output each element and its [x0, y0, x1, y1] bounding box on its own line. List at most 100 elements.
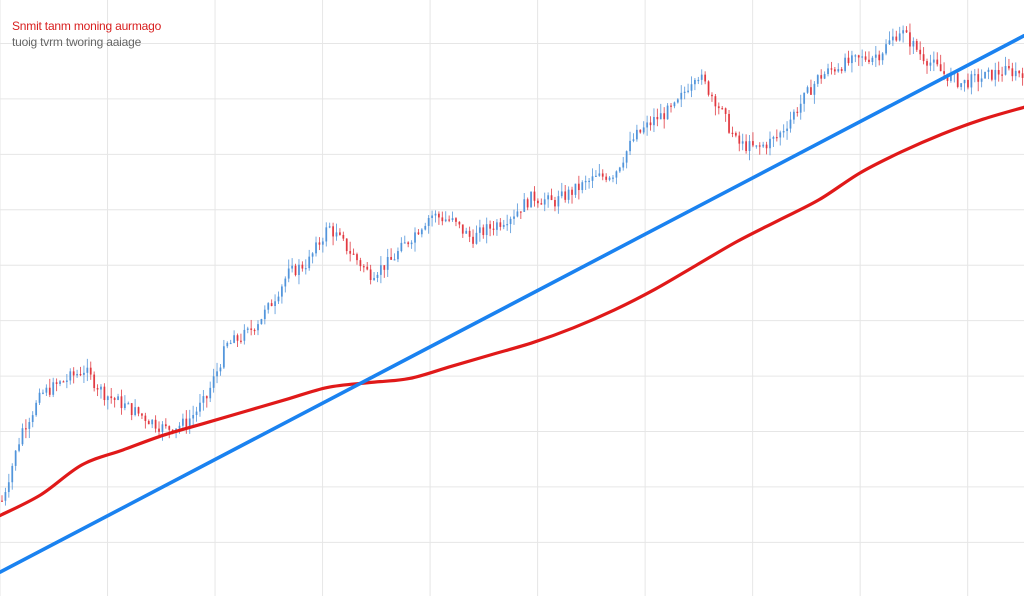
- candle-body: [973, 74, 976, 76]
- candle-body: [844, 57, 846, 71]
- candle-body: [717, 106, 720, 109]
- candle-body: [943, 71, 945, 74]
- candle-body: [485, 224, 488, 236]
- candle-body: [574, 183, 577, 195]
- candle-body: [420, 229, 423, 235]
- candle-body: [263, 309, 266, 320]
- candle-body: [280, 286, 283, 297]
- candle-body: [728, 113, 730, 133]
- candle-body: [554, 200, 556, 207]
- candle-body: [676, 99, 679, 103]
- candle-body: [963, 79, 966, 84]
- candle-body: [93, 374, 96, 389]
- candle-body: [86, 367, 89, 373]
- candle-body: [219, 367, 222, 372]
- candle-body: [35, 402, 38, 416]
- candle-body: [1021, 73, 1024, 78]
- candle-body: [110, 396, 113, 399]
- candle-body: [277, 296, 280, 302]
- candle-body: [202, 396, 205, 403]
- candle-body: [21, 428, 24, 445]
- candle-body: [465, 230, 468, 234]
- candle-body: [639, 129, 642, 133]
- candle-body: [990, 69, 993, 80]
- candle-body: [851, 55, 853, 64]
- candle-body: [523, 199, 526, 212]
- candle-body: [584, 180, 587, 183]
- candle-body: [608, 177, 611, 180]
- candle-body: [618, 167, 621, 172]
- candle-body: [700, 74, 703, 80]
- candle-body: [236, 335, 239, 341]
- candle-body: [100, 386, 102, 390]
- candle-body: [376, 274, 379, 278]
- candle-body: [451, 218, 454, 221]
- candle-body: [301, 264, 304, 269]
- candle-body: [513, 216, 515, 219]
- candle-body: [782, 131, 785, 133]
- candle-body: [59, 381, 61, 384]
- candle-body: [240, 340, 242, 342]
- candle-body: [79, 373, 82, 376]
- legend: Snmit tanm moning aurmago tuoig tvrm two…: [12, 18, 161, 50]
- candle-body: [571, 189, 573, 195]
- candle-body: [229, 342, 232, 345]
- candle-body: [506, 224, 509, 226]
- candle-body: [311, 253, 314, 257]
- candle-body: [629, 140, 631, 152]
- candle-body: [922, 54, 925, 62]
- candle-body: [509, 218, 512, 225]
- candle-body: [18, 444, 20, 451]
- candle-body: [519, 211, 522, 213]
- candle-body: [441, 217, 444, 222]
- series-line-long-ma: [0, 33, 1024, 574]
- candle-body: [994, 69, 997, 80]
- candle-body: [816, 75, 819, 84]
- candle-body: [820, 75, 823, 79]
- candle-body: [270, 303, 273, 307]
- candle-body: [14, 450, 17, 466]
- series-line-short-ma: [0, 105, 1024, 518]
- candle-body: [755, 145, 758, 147]
- candle-body: [581, 182, 584, 191]
- candle-body: [195, 411, 198, 416]
- candle-body: [871, 57, 874, 62]
- candle-body: [847, 57, 850, 64]
- candle-body: [448, 219, 451, 221]
- candle-body: [868, 59, 870, 62]
- candle-body: [209, 387, 212, 399]
- candle-body: [65, 380, 68, 382]
- candle-body: [356, 254, 358, 261]
- candle-body: [919, 49, 922, 55]
- candle-body: [216, 371, 218, 377]
- candle-body: [762, 144, 765, 147]
- candle-body: [898, 33, 901, 41]
- candle-body: [222, 346, 225, 368]
- candle-body: [1008, 66, 1010, 69]
- candle-body: [547, 195, 550, 200]
- candle-body: [185, 418, 188, 428]
- candle-body: [321, 241, 324, 245]
- candle-body: [543, 199, 546, 205]
- candle-body: [598, 173, 601, 176]
- candle-body: [431, 215, 433, 219]
- candle-body: [779, 132, 782, 138]
- candle-body: [526, 199, 529, 208]
- candle-body: [557, 196, 560, 207]
- candle-body: [106, 396, 109, 401]
- candle-body: [796, 111, 799, 113]
- candle-body: [789, 119, 792, 129]
- candle-body: [752, 141, 754, 146]
- candle-body: [915, 41, 918, 50]
- candle-body: [489, 224, 492, 229]
- candle-body: [792, 111, 795, 120]
- candle-body: [417, 232, 420, 235]
- candle-body: [267, 303, 270, 310]
- candle-body: [188, 418, 191, 428]
- candle-body: [246, 328, 249, 330]
- candle-body: [233, 335, 236, 343]
- candle-body: [434, 213, 437, 216]
- candle-body: [28, 422, 31, 429]
